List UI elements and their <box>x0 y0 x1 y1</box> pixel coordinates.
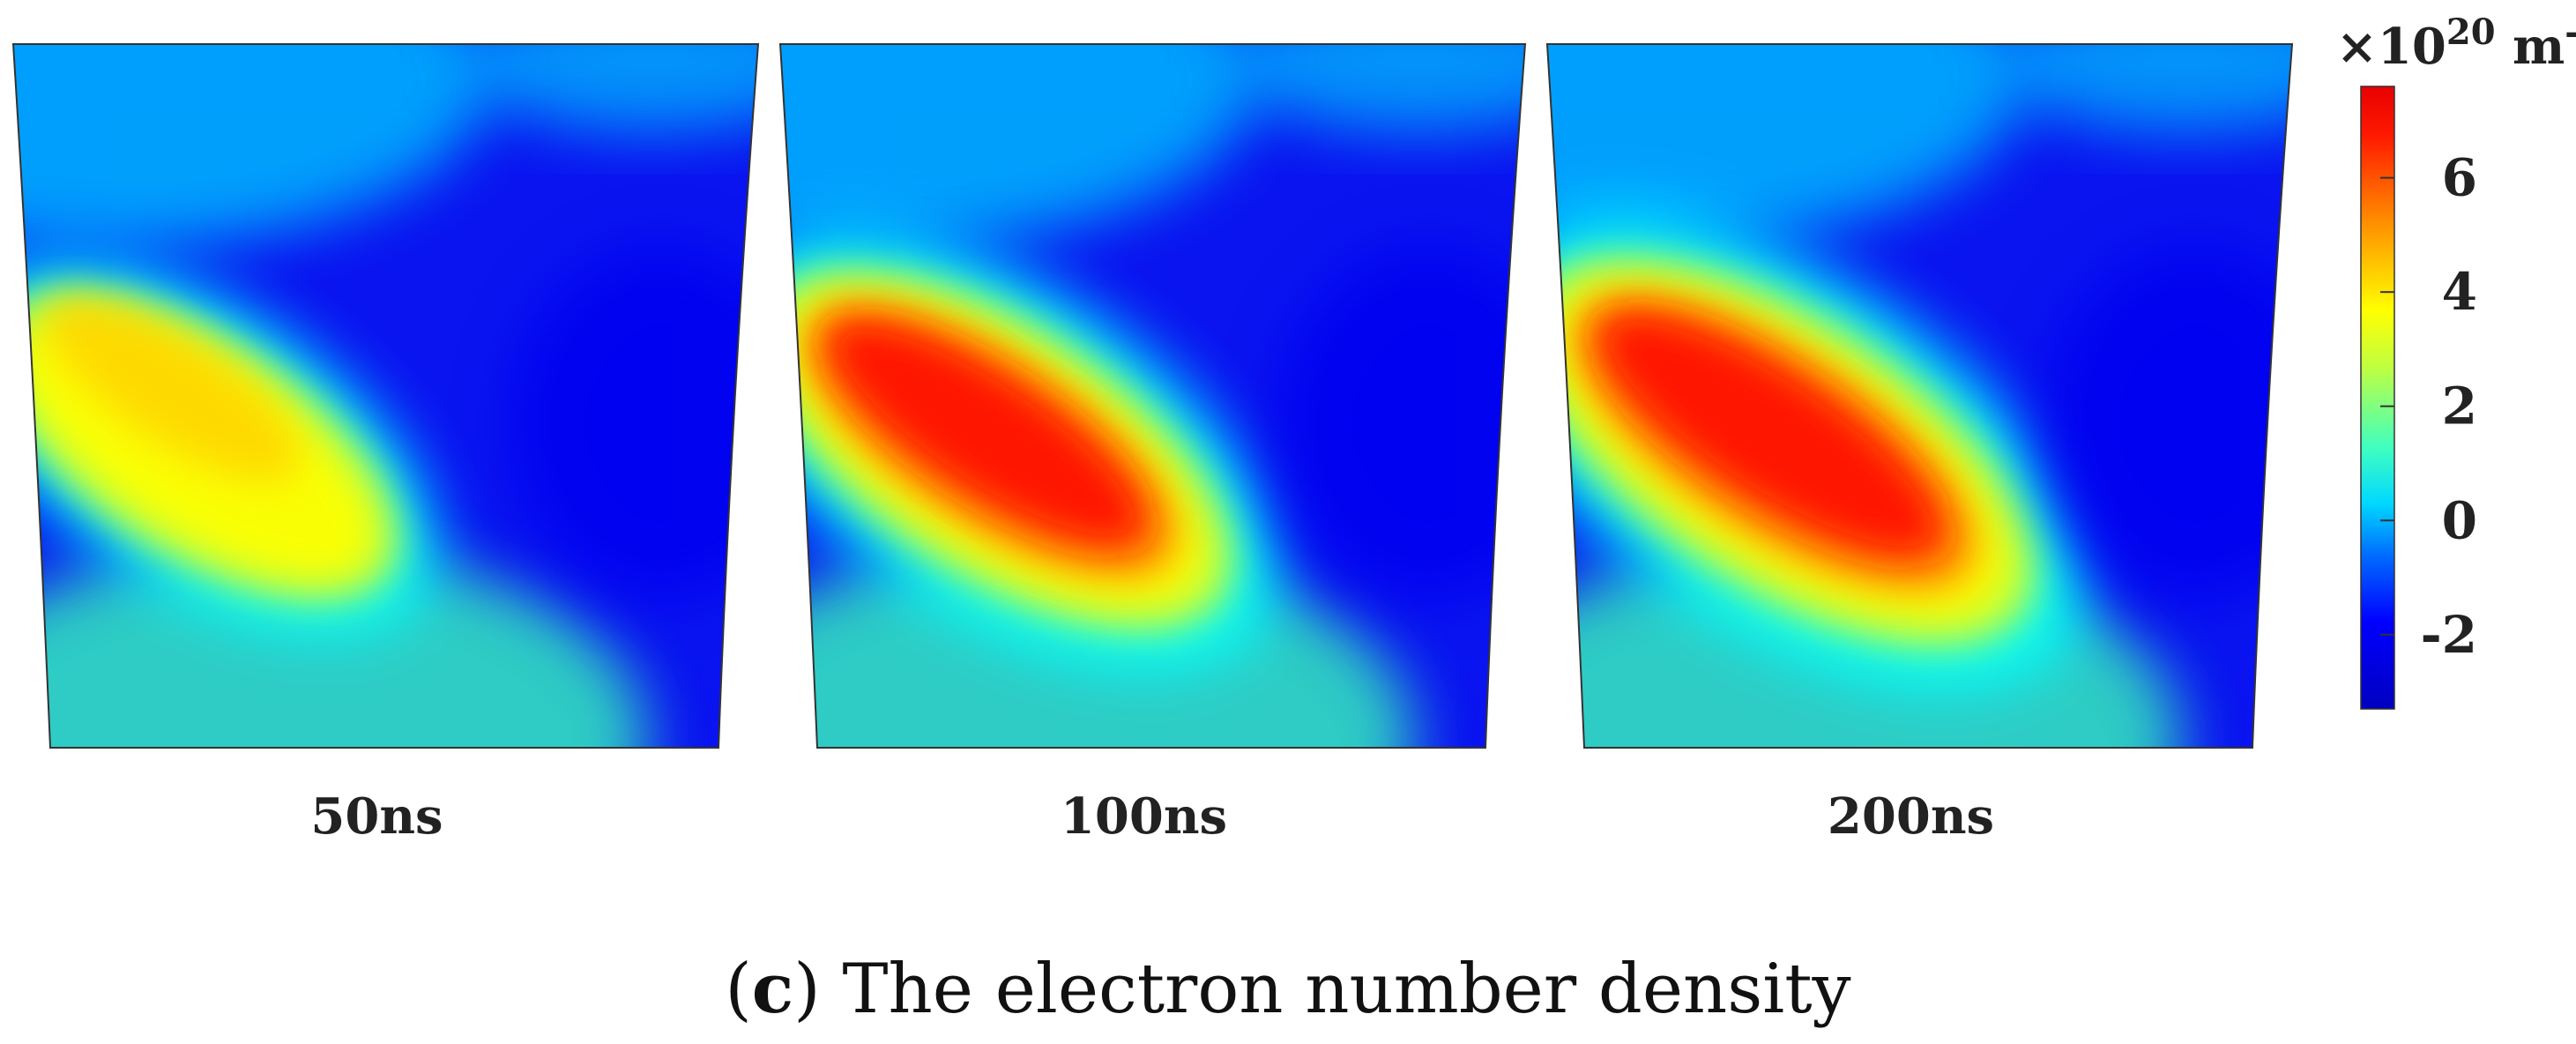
panel-border <box>778 43 1527 749</box>
panel-label-50ns: 50ns <box>310 787 443 846</box>
panel-label-200ns: 200ns <box>1828 787 1994 846</box>
colorbar-tick-label: 6 <box>2442 148 2477 208</box>
caption-prefix: ( <box>725 950 751 1029</box>
panel-border <box>1545 43 2294 749</box>
colorbar-unit-base: m <box>2496 18 2565 76</box>
colorbar-unit-exponent2: -3 <box>2565 11 2576 53</box>
caption-letter: c <box>752 949 794 1029</box>
colorbar-unit-exponent: 20 <box>2446 11 2496 53</box>
colorbar-tick-label: 4 <box>2442 262 2477 322</box>
colorbar-tick-label: 0 <box>2442 490 2477 550</box>
colorbar-gradient <box>2360 86 2395 710</box>
colorbar-tick-label: 2 <box>2442 377 2477 436</box>
panel-border <box>11 43 760 749</box>
colorbar-unit: ×1020 m-3 <box>2336 11 2576 76</box>
caption-text: ) The electron number density <box>793 950 1850 1029</box>
figure-caption: (c) The electron number density <box>725 949 1850 1029</box>
colorbar-ticks: 6 4 2 0 -2 <box>2380 148 2477 665</box>
colorbar-unit-prefix: ×10 <box>2336 18 2446 76</box>
panel-labels-group: 50ns 100ns 200ns <box>310 787 1994 846</box>
colorbar-tick-label: -2 <box>2421 605 2477 665</box>
panel-label-100ns: 100ns <box>1061 787 1227 846</box>
